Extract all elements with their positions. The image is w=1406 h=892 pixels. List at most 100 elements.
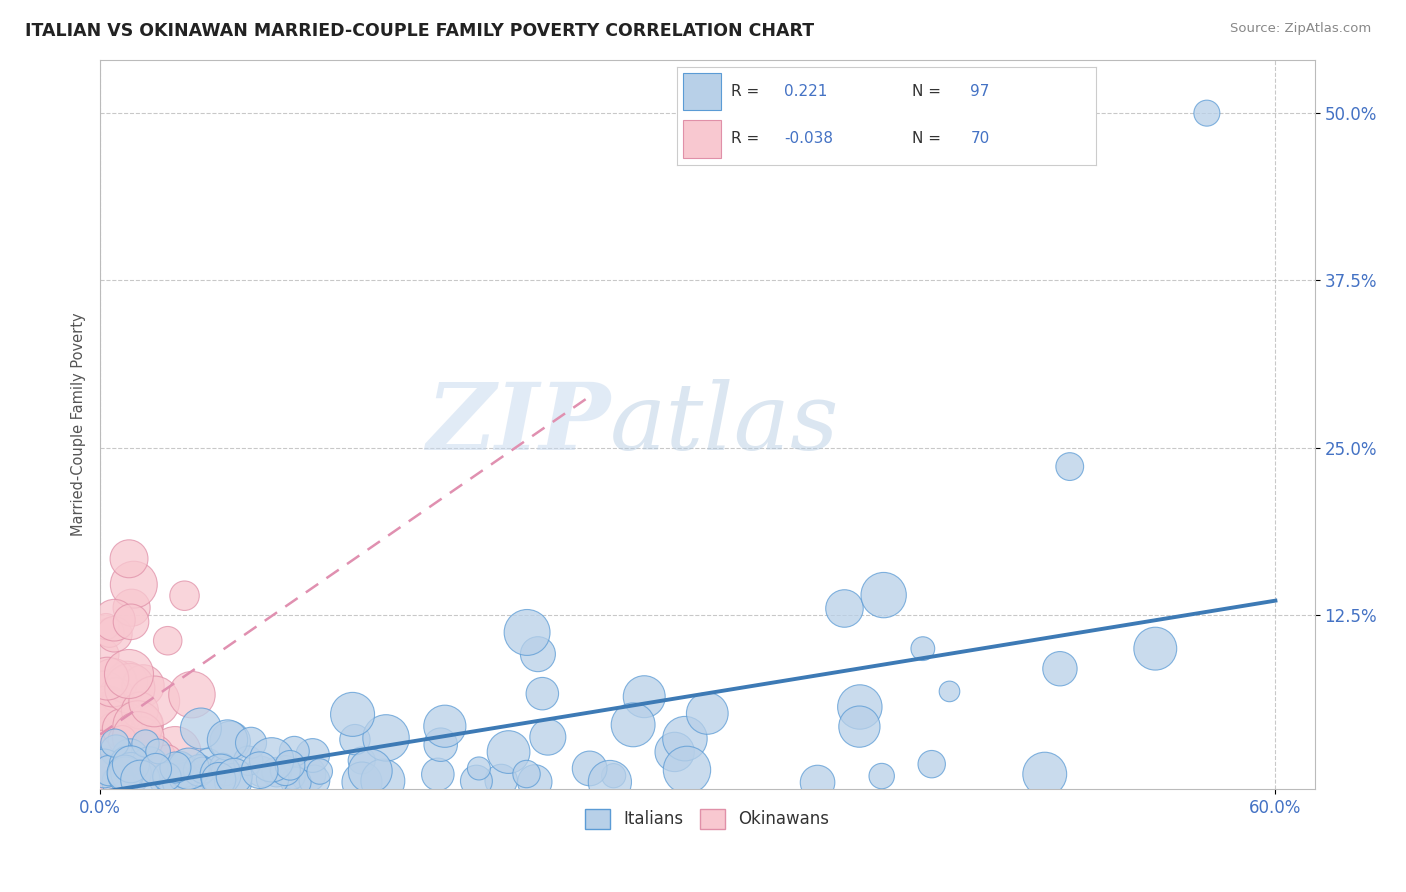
Point bbox=[262, 772, 284, 786]
Point bbox=[91, 711, 114, 725]
Point bbox=[165, 745, 187, 759]
Point bbox=[122, 577, 145, 591]
Point bbox=[114, 766, 136, 780]
Point bbox=[849, 700, 872, 714]
Point bbox=[921, 757, 943, 772]
Point bbox=[208, 772, 231, 787]
Point bbox=[217, 733, 239, 747]
Point bbox=[673, 731, 696, 746]
Point bbox=[1033, 767, 1056, 781]
Point bbox=[155, 772, 177, 786]
Point bbox=[118, 667, 141, 681]
Point bbox=[105, 770, 128, 784]
Point bbox=[94, 619, 117, 633]
Point bbox=[127, 719, 149, 733]
Point bbox=[105, 769, 128, 783]
Text: atlas: atlas bbox=[610, 379, 839, 469]
Point bbox=[91, 752, 114, 766]
Point bbox=[115, 675, 138, 690]
Point bbox=[870, 769, 893, 783]
Point bbox=[515, 767, 537, 781]
Point bbox=[371, 774, 394, 789]
Point bbox=[97, 774, 120, 789]
Point bbox=[664, 745, 686, 759]
Point bbox=[531, 687, 554, 701]
Point bbox=[181, 688, 204, 702]
Point bbox=[191, 764, 214, 778]
Point bbox=[104, 736, 127, 750]
Point bbox=[219, 734, 242, 748]
Point bbox=[91, 749, 114, 764]
Point bbox=[911, 641, 934, 656]
Point bbox=[177, 762, 200, 776]
Point bbox=[283, 744, 305, 758]
Point bbox=[211, 758, 233, 772]
Point bbox=[209, 767, 232, 781]
Point bbox=[238, 754, 260, 768]
Point bbox=[93, 761, 115, 775]
Legend: Italians, Okinawans: Italians, Okinawans bbox=[578, 802, 837, 836]
Point bbox=[101, 765, 124, 780]
Point bbox=[108, 756, 131, 770]
Point bbox=[118, 551, 141, 566]
Point bbox=[97, 764, 120, 778]
Point bbox=[527, 647, 550, 661]
Point bbox=[1049, 662, 1071, 676]
Point bbox=[121, 769, 143, 783]
Point bbox=[222, 775, 245, 789]
Point bbox=[103, 627, 125, 641]
Point bbox=[91, 648, 114, 662]
Point bbox=[806, 775, 828, 789]
Point bbox=[602, 769, 624, 783]
Point bbox=[120, 765, 142, 780]
Point bbox=[138, 758, 160, 772]
Point bbox=[240, 736, 263, 750]
Point bbox=[129, 772, 152, 787]
Point bbox=[91, 728, 114, 742]
Point bbox=[98, 625, 121, 640]
Point bbox=[188, 764, 211, 778]
Text: ITALIAN VS OKINAWAN MARRIED-COUPLE FAMILY POVERTY CORRELATION CHART: ITALIAN VS OKINAWAN MARRIED-COUPLE FAMIL… bbox=[25, 22, 814, 40]
Point bbox=[350, 775, 373, 789]
Point bbox=[104, 725, 127, 739]
Point bbox=[108, 750, 131, 764]
Point bbox=[118, 750, 141, 764]
Point bbox=[696, 706, 718, 721]
Point bbox=[114, 768, 136, 782]
Point bbox=[107, 775, 129, 789]
Point bbox=[91, 737, 114, 751]
Point bbox=[537, 730, 560, 744]
Point bbox=[114, 770, 136, 784]
Point bbox=[111, 732, 134, 747]
Point bbox=[101, 675, 124, 690]
Point bbox=[578, 761, 600, 775]
Point bbox=[91, 751, 114, 765]
Point bbox=[1195, 106, 1218, 120]
Point bbox=[120, 757, 142, 772]
Point bbox=[143, 694, 166, 708]
Point bbox=[426, 767, 449, 781]
Point bbox=[465, 774, 488, 789]
Point bbox=[96, 721, 118, 735]
Point bbox=[516, 625, 538, 640]
Point bbox=[429, 738, 451, 752]
Point bbox=[91, 758, 114, 772]
Point bbox=[170, 758, 193, 772]
Point bbox=[91, 730, 114, 744]
Point bbox=[308, 764, 330, 779]
Point bbox=[165, 760, 187, 774]
Point bbox=[350, 754, 373, 768]
Point bbox=[160, 770, 183, 784]
Y-axis label: Married-Couple Family Poverty: Married-Couple Family Poverty bbox=[72, 312, 86, 536]
Point bbox=[110, 759, 132, 773]
Point bbox=[98, 706, 121, 721]
Point bbox=[266, 765, 288, 780]
Point bbox=[105, 688, 128, 702]
Point bbox=[156, 770, 179, 784]
Point bbox=[872, 588, 894, 602]
Point bbox=[101, 772, 124, 787]
Point bbox=[938, 684, 960, 698]
Point bbox=[91, 766, 114, 780]
Text: Source: ZipAtlas.com: Source: ZipAtlas.com bbox=[1230, 22, 1371, 36]
Point bbox=[197, 756, 219, 770]
